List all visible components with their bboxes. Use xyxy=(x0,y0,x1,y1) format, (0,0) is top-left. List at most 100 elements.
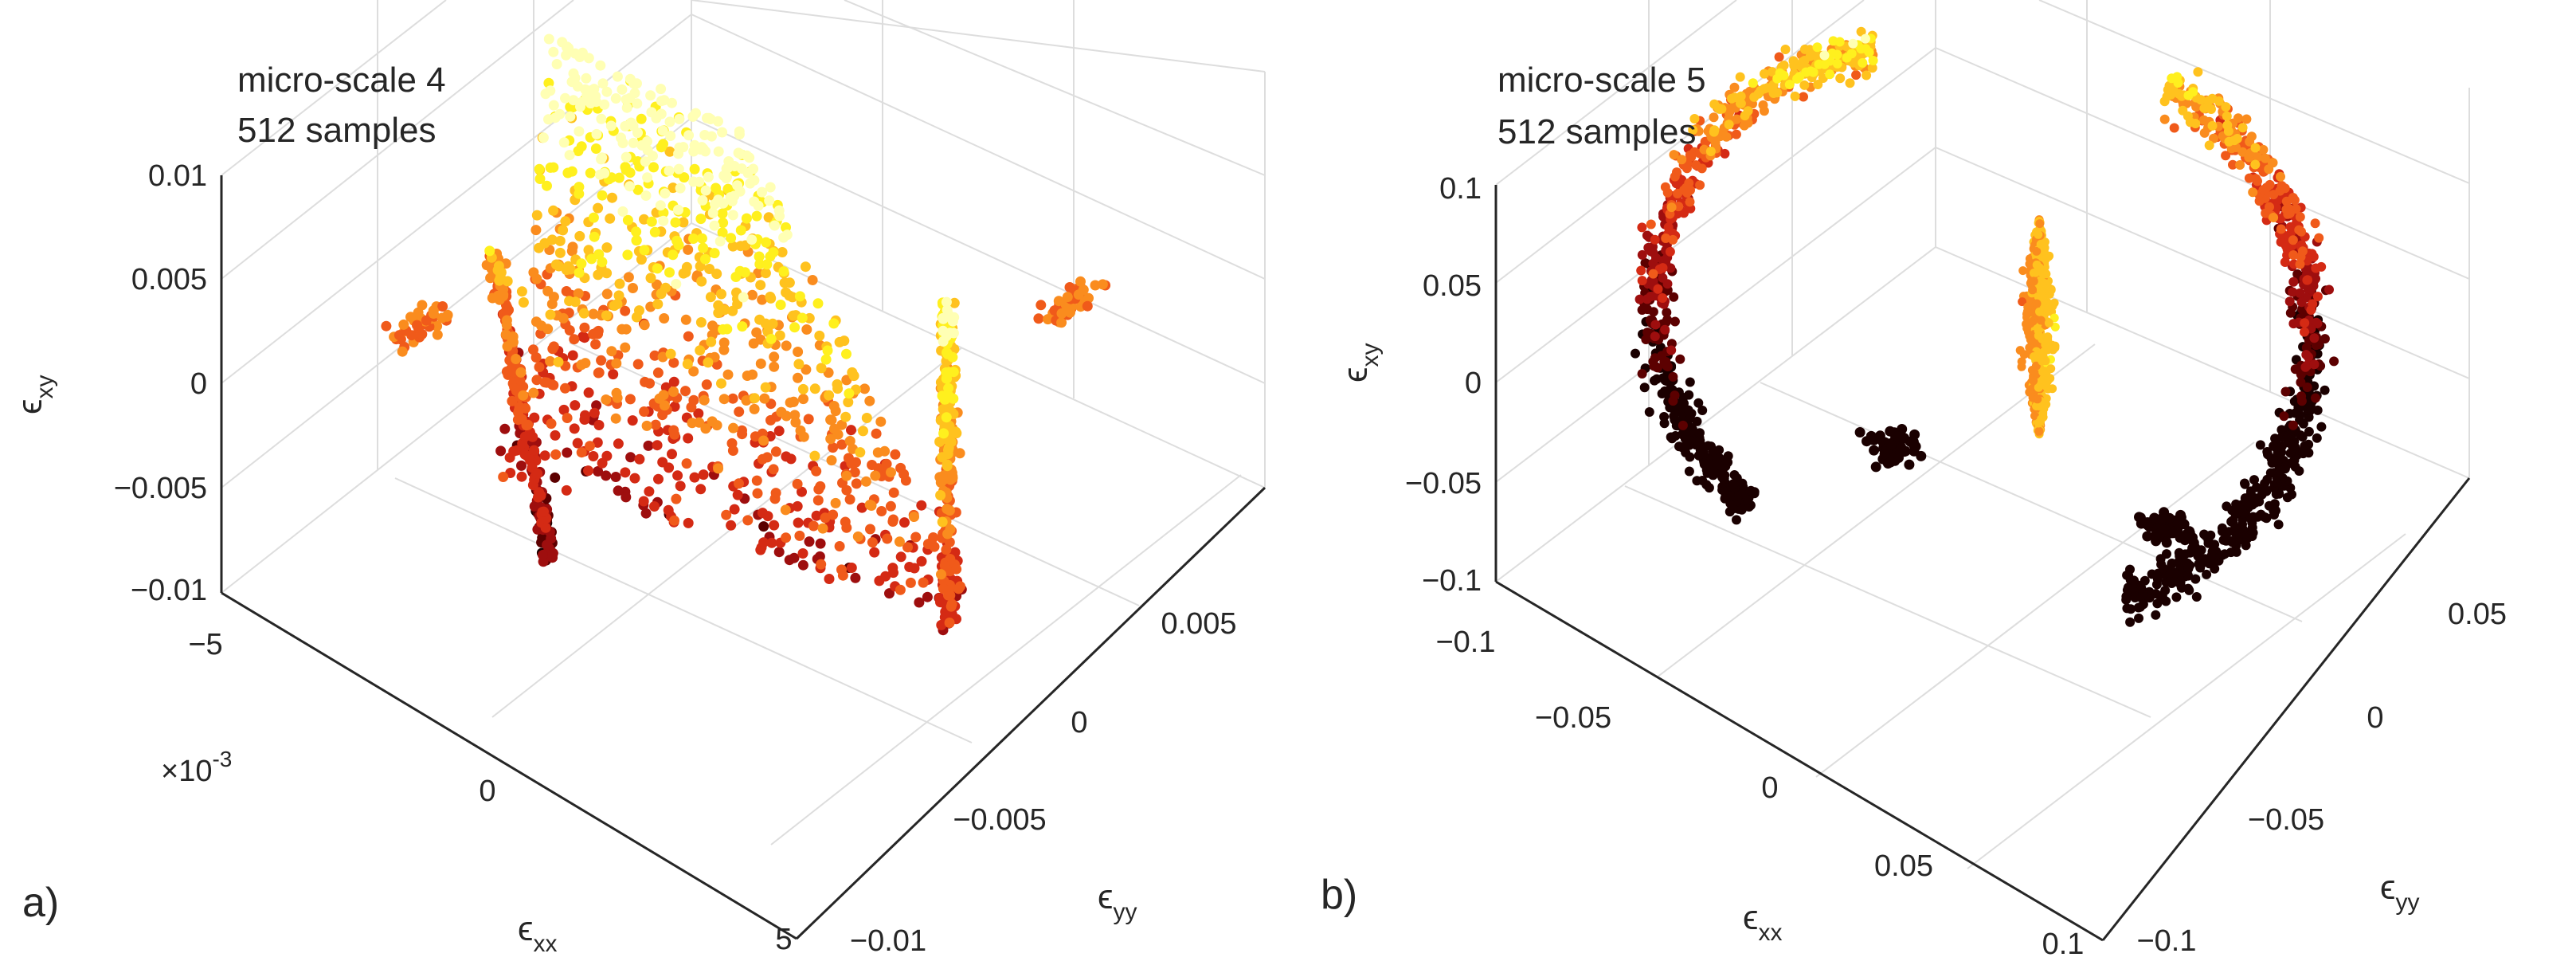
scatter-point xyxy=(1689,114,1700,124)
scatter-point xyxy=(1870,461,1881,473)
scatter-point xyxy=(531,375,542,386)
scatter-point xyxy=(1806,66,1816,76)
scatter-point xyxy=(2237,520,2247,529)
scatter-point xyxy=(689,472,700,483)
scatter-point xyxy=(2135,512,2146,524)
scatter-point xyxy=(2032,299,2042,308)
scatter-point xyxy=(1735,72,1745,82)
scatter-point xyxy=(2183,571,2194,581)
scatter-point xyxy=(703,112,714,124)
scatter-point xyxy=(2268,158,2278,168)
scatter-point xyxy=(2159,114,2170,124)
scatter-point xyxy=(1779,61,1789,70)
scatter-point xyxy=(2209,133,2218,143)
scatter-point xyxy=(2203,538,2214,548)
scatter-point xyxy=(579,322,590,333)
scatter-point xyxy=(617,206,628,217)
scatter-point xyxy=(844,388,855,399)
scatter-point xyxy=(2246,131,2257,142)
scatter-point xyxy=(809,450,820,461)
z-tick-label: 0.01 xyxy=(148,159,207,193)
panel-label: a) xyxy=(22,880,59,926)
scatter-point xyxy=(757,508,768,519)
scatter-point xyxy=(412,320,422,331)
scatter-point xyxy=(675,481,686,492)
scatter-point xyxy=(1819,59,1830,69)
scatter-point xyxy=(894,536,905,547)
scatter-point xyxy=(580,358,591,369)
scatter-point xyxy=(651,112,662,124)
scatter-point xyxy=(658,215,669,226)
scatter-point xyxy=(1788,56,1799,66)
scatter-point xyxy=(700,185,711,196)
annotation-line-1: micro-scale 5 xyxy=(1497,61,1706,100)
scatter-point xyxy=(585,167,596,178)
scatter-point xyxy=(2045,300,2054,309)
scatter-point xyxy=(671,278,682,289)
scatter-point xyxy=(1908,438,1919,449)
scatter-point xyxy=(642,172,653,183)
scatter-point xyxy=(610,413,621,424)
scatter-point xyxy=(639,214,649,225)
scatter-point xyxy=(671,493,682,504)
scatter-point xyxy=(1073,289,1084,300)
scatter-point xyxy=(910,532,922,543)
scatter-point xyxy=(675,182,686,194)
scatter-point xyxy=(561,286,572,296)
y-tick-label: −0.01 xyxy=(850,924,926,958)
scatter-point xyxy=(652,263,663,274)
scatter-point xyxy=(1692,476,1702,486)
scatter-point xyxy=(681,261,692,273)
scatter-point xyxy=(729,504,740,515)
scatter-point xyxy=(2184,585,2194,595)
scatter-point xyxy=(828,442,839,453)
scatter-point xyxy=(713,463,724,474)
scatter-point xyxy=(735,225,746,236)
scatter-point xyxy=(811,510,822,521)
scatter-point xyxy=(1812,42,1822,53)
scatter-point xyxy=(881,458,892,469)
scatter-point xyxy=(1724,120,1734,130)
scatter-point xyxy=(1896,442,1907,453)
scatter-point xyxy=(529,445,539,456)
scatter-point xyxy=(938,428,949,439)
scatter-point xyxy=(495,445,507,457)
scatter-point xyxy=(2312,292,2323,302)
scatter-point xyxy=(760,382,771,393)
scatter-point xyxy=(2174,547,2184,558)
scatter-point xyxy=(841,470,852,481)
scatter-point xyxy=(2240,478,2249,488)
scatter-point xyxy=(576,258,587,269)
scatter-point xyxy=(760,268,771,279)
scatter-point xyxy=(1666,263,1676,273)
scatter-point xyxy=(1688,125,1698,135)
scatter-point xyxy=(2276,171,2285,182)
scatter-point xyxy=(645,273,656,284)
scatter-point xyxy=(721,173,732,184)
scatter-point xyxy=(1720,493,1730,504)
scatter-point xyxy=(594,169,605,180)
scatter-point xyxy=(588,451,599,461)
scatter-point xyxy=(886,467,896,478)
scatter-point xyxy=(727,393,738,404)
scatter-point xyxy=(937,516,948,528)
scatter-point xyxy=(1868,56,1878,65)
scatter-point xyxy=(781,410,792,422)
scatter-point xyxy=(649,226,660,237)
scatter-point xyxy=(1729,92,1740,103)
scatter-point xyxy=(718,218,729,229)
scatter-point xyxy=(613,172,624,183)
scatter-point xyxy=(540,522,551,533)
scatter-point xyxy=(2288,287,2298,297)
scatter-point xyxy=(2206,104,2216,114)
scatter-point xyxy=(2276,237,2286,247)
scatter-point xyxy=(656,84,667,95)
scatter-point xyxy=(548,205,559,216)
scatter-point xyxy=(2043,335,2053,344)
scatter-point xyxy=(793,517,804,528)
scatter-point xyxy=(1832,58,1842,69)
scatter-point xyxy=(688,394,699,406)
scatter-point xyxy=(2288,193,2298,202)
scatter-point xyxy=(542,285,554,296)
scatter-point xyxy=(1867,63,1877,73)
